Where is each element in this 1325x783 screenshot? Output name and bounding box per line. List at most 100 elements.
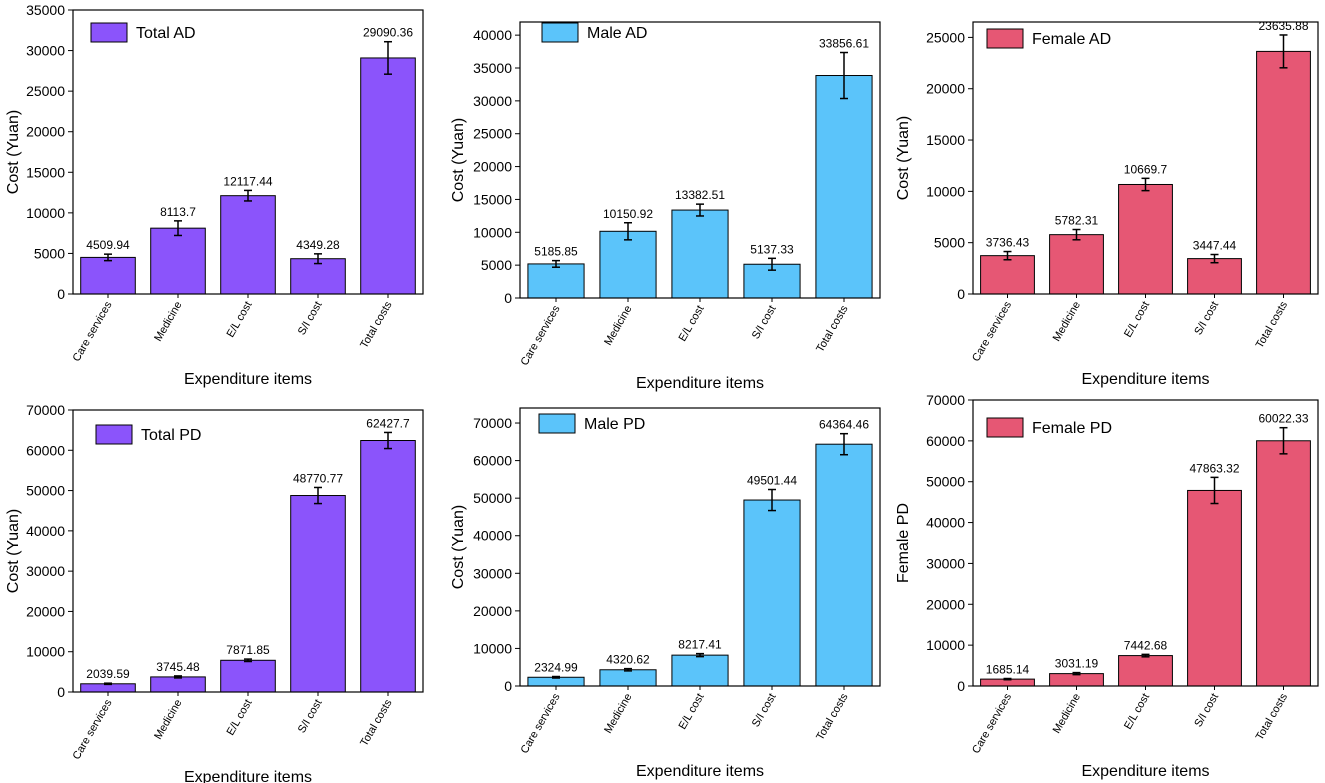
category-label-2: Medicine [152,300,184,344]
value-label-2: 4320.62 [606,653,650,667]
category-label-2: Medicine [602,304,634,348]
value-label-4: 4349.28 [296,238,340,252]
y-tick-label-9: 40000 [473,27,512,43]
y-tick-label-4: 15000 [26,164,65,180]
bar-5 [360,57,416,295]
y-tick-label-6: 50000 [926,474,965,490]
legend-label: Total AD [136,25,196,42]
value-label-1: 5185.85 [534,245,578,259]
y-tick-label-7: 30000 [473,93,512,109]
bar-4 [743,499,801,687]
bar-4 [1187,258,1242,295]
bar-3 [671,654,729,687]
y-tick-label-5: 40000 [926,515,965,531]
y-tick-label-8: 35000 [26,2,65,18]
chart-panel-2: 5185.85 Care services 10150.92 Medicine 1338… [450,21,881,392]
value-label-2: 3745.48 [156,660,200,674]
bar-5 [815,443,873,687]
category-label-4: S/I cost [296,698,325,736]
y-tick-label-2: 10000 [26,644,65,660]
category-label-3: E/L cost [1122,692,1152,732]
plot-frame [972,21,1319,295]
chart-panel-6: 1685.14 Care services 3031.19 Medicine 7442.… [895,392,1319,780]
bar-2 [599,669,657,687]
category-label-1: Care services [519,303,563,368]
bar-2 [1049,673,1104,687]
legend-swatch [90,22,128,43]
legend-label: Female AD [1032,31,1111,48]
category-label-1: Care services [71,299,115,364]
value-label-4: 5137.33 [750,242,794,256]
y-tick-label-3: 20000 [26,603,65,619]
y-tick-label-3: 10000 [26,205,65,221]
y-tick-label-6: 50000 [26,483,65,499]
value-label-4: 49501.44 [747,474,797,488]
bar-3 [1118,655,1173,687]
category-label-3: E/L cost [677,304,707,344]
bar-3 [671,209,729,299]
x-axis-title: Expenditure items [184,769,312,783]
y-tick-label-4: 30000 [26,563,65,579]
value-label-1: 3736.43 [986,236,1030,250]
category-label-5: Total costs [358,299,395,350]
category-label-4: S/I cost [1192,692,1221,730]
y-axis-title: Cost (Yuan) [450,505,467,589]
y-tick-label-7: 60000 [26,442,65,458]
y-tick-label-2: 5000 [34,245,65,261]
y-tick-label-1: 0 [957,678,965,694]
category-label-2: Medicine [1051,300,1083,344]
value-label-3: 10669.7 [1124,162,1168,176]
y-tick-label-4: 15000 [926,132,965,148]
y-tick-label-7: 60000 [473,453,512,469]
legend-swatch [538,413,576,434]
y-tick-label-5: 40000 [26,523,65,539]
category-label-1: Care services [71,697,115,762]
category-label-3: E/L cost [225,300,255,340]
y-tick-label-7: 60000 [926,433,965,449]
y-tick-label-1: 0 [504,678,512,694]
bar-3 [1118,183,1173,295]
plot-frame [519,407,881,687]
bar-3 [220,659,276,693]
y-tick-label-5: 20000 [473,159,512,175]
category-label-1: Care services [970,299,1014,364]
y-tick-label-8: 70000 [926,392,965,408]
legend-swatch [986,28,1024,49]
value-label-1: 2039.59 [86,667,130,681]
category-label-2: Medicine [152,698,184,742]
category-label-1: Care services [970,691,1014,756]
value-label-4: 48770.77 [293,471,343,485]
y-tick-label-4: 30000 [926,555,965,571]
y-tick-label-8: 70000 [26,402,65,418]
y-tick-label-1: 0 [57,286,65,302]
y-tick-label-2: 5000 [934,235,965,251]
y-tick-label-2: 5000 [481,257,512,273]
plot-frame [972,399,1319,687]
plot-frame [519,21,881,299]
value-label-5: 62427.7 [366,416,410,430]
value-label-3: 12117.44 [223,174,272,188]
y-tick-label-1: 0 [504,290,512,306]
legend-label: Male PD [584,416,645,433]
y-tick-label-5: 20000 [26,124,65,140]
y-tick-label-1: 0 [57,684,65,700]
category-label-5: Total costs [358,697,395,748]
y-axis-title: Cost (Yuan) [895,116,912,200]
legend-swatch [95,424,133,445]
value-label-1: 2324.99 [534,661,578,675]
value-label-2: 8113.7 [160,205,196,219]
legend-label: Female PD [1032,420,1112,437]
category-label-3: E/L cost [225,698,255,738]
bar-5 [1256,50,1311,295]
x-axis-title: Expenditure items [1081,763,1209,780]
y-axis-title: Cost (Yuan) [5,509,22,593]
category-label-5: Total costs [1254,691,1291,742]
value-label-2: 3031.19 [1055,657,1099,671]
value-label-3: 7871.85 [226,643,270,657]
legend-swatch [541,22,579,43]
value-label-3: 8217.41 [678,638,722,652]
y-axis-title: Cost (Yuan) [450,118,467,202]
plot-frame [72,9,424,295]
legend-swatch [986,417,1024,438]
bar-2 [150,676,206,693]
